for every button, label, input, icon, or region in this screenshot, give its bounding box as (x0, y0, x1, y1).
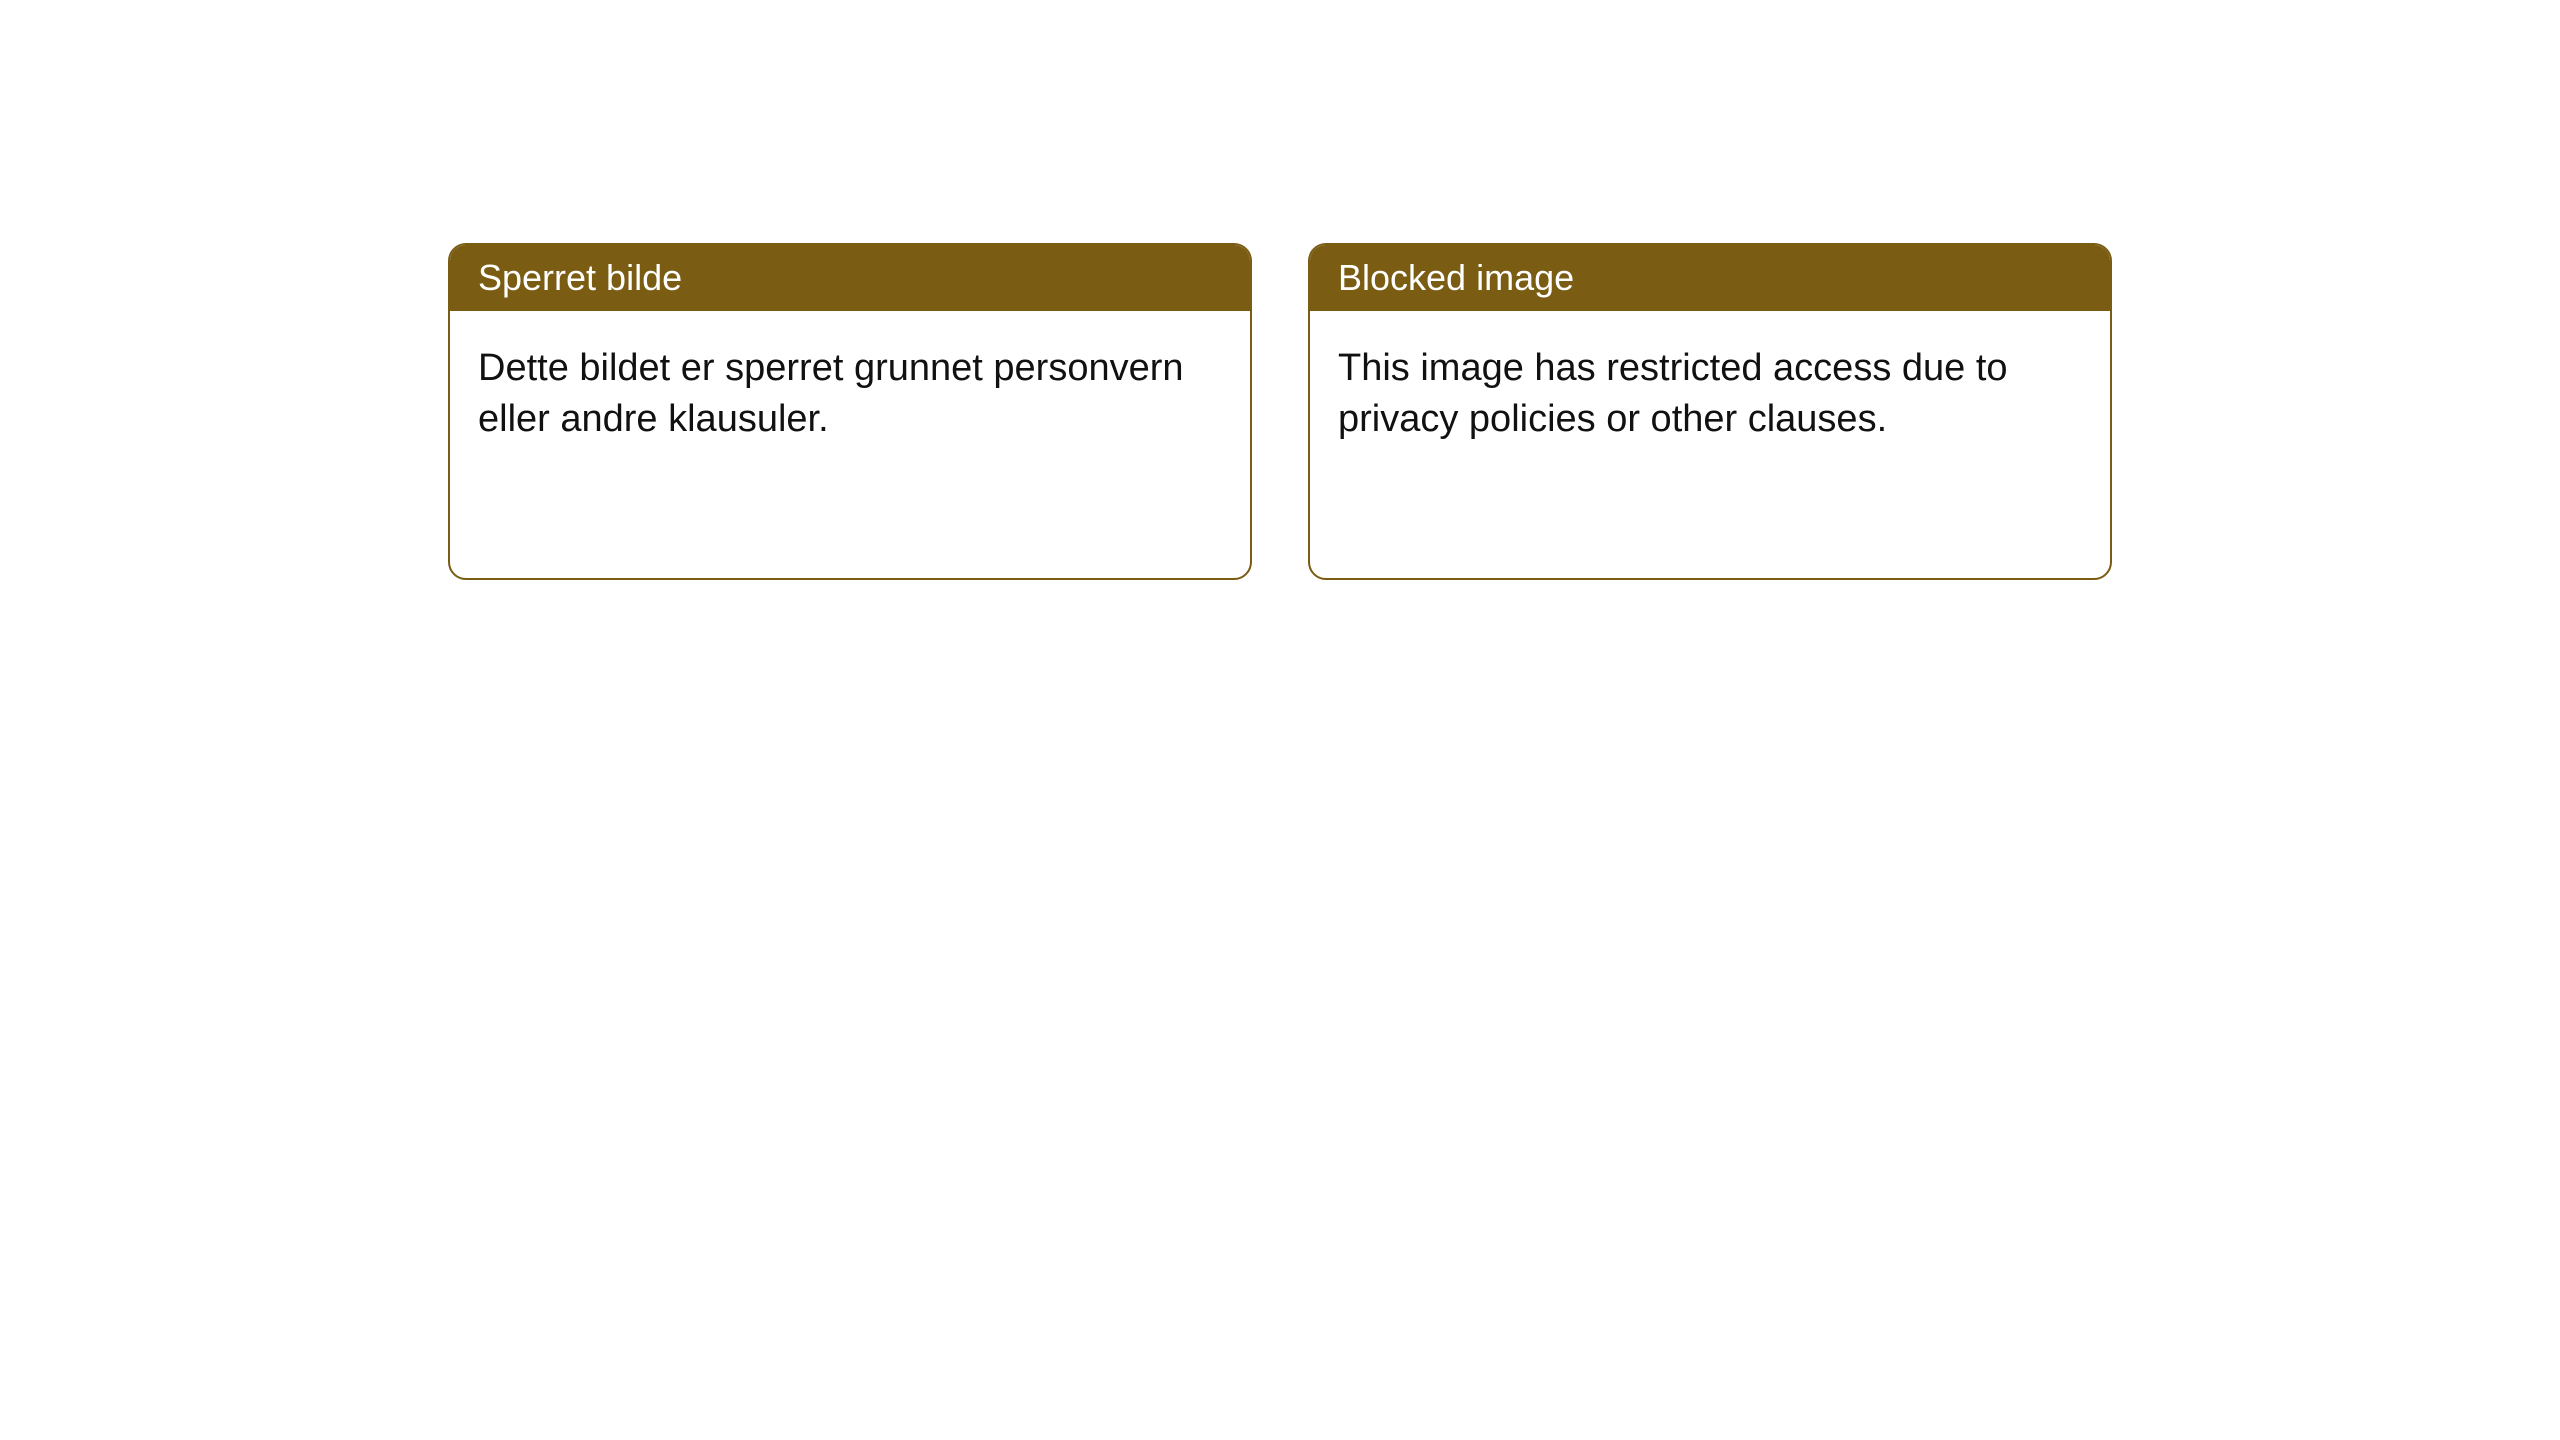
notice-header: Sperret bilde (450, 245, 1250, 311)
notice-card-english: Blocked image This image has restricted … (1308, 243, 2112, 580)
notice-body: Dette bildet er sperret grunnet personve… (450, 311, 1250, 478)
notice-header: Blocked image (1310, 245, 2110, 311)
notice-title: Blocked image (1338, 257, 1574, 298)
notice-container: Sperret bilde Dette bildet er sperret gr… (448, 243, 2112, 580)
notice-body: This image has restricted access due to … (1310, 311, 2110, 478)
notice-message: This image has restricted access due to … (1338, 347, 2008, 440)
notice-message: Dette bildet er sperret grunnet personve… (478, 347, 1184, 440)
notice-title: Sperret bilde (478, 257, 682, 298)
notice-card-norwegian: Sperret bilde Dette bildet er sperret gr… (448, 243, 1252, 580)
